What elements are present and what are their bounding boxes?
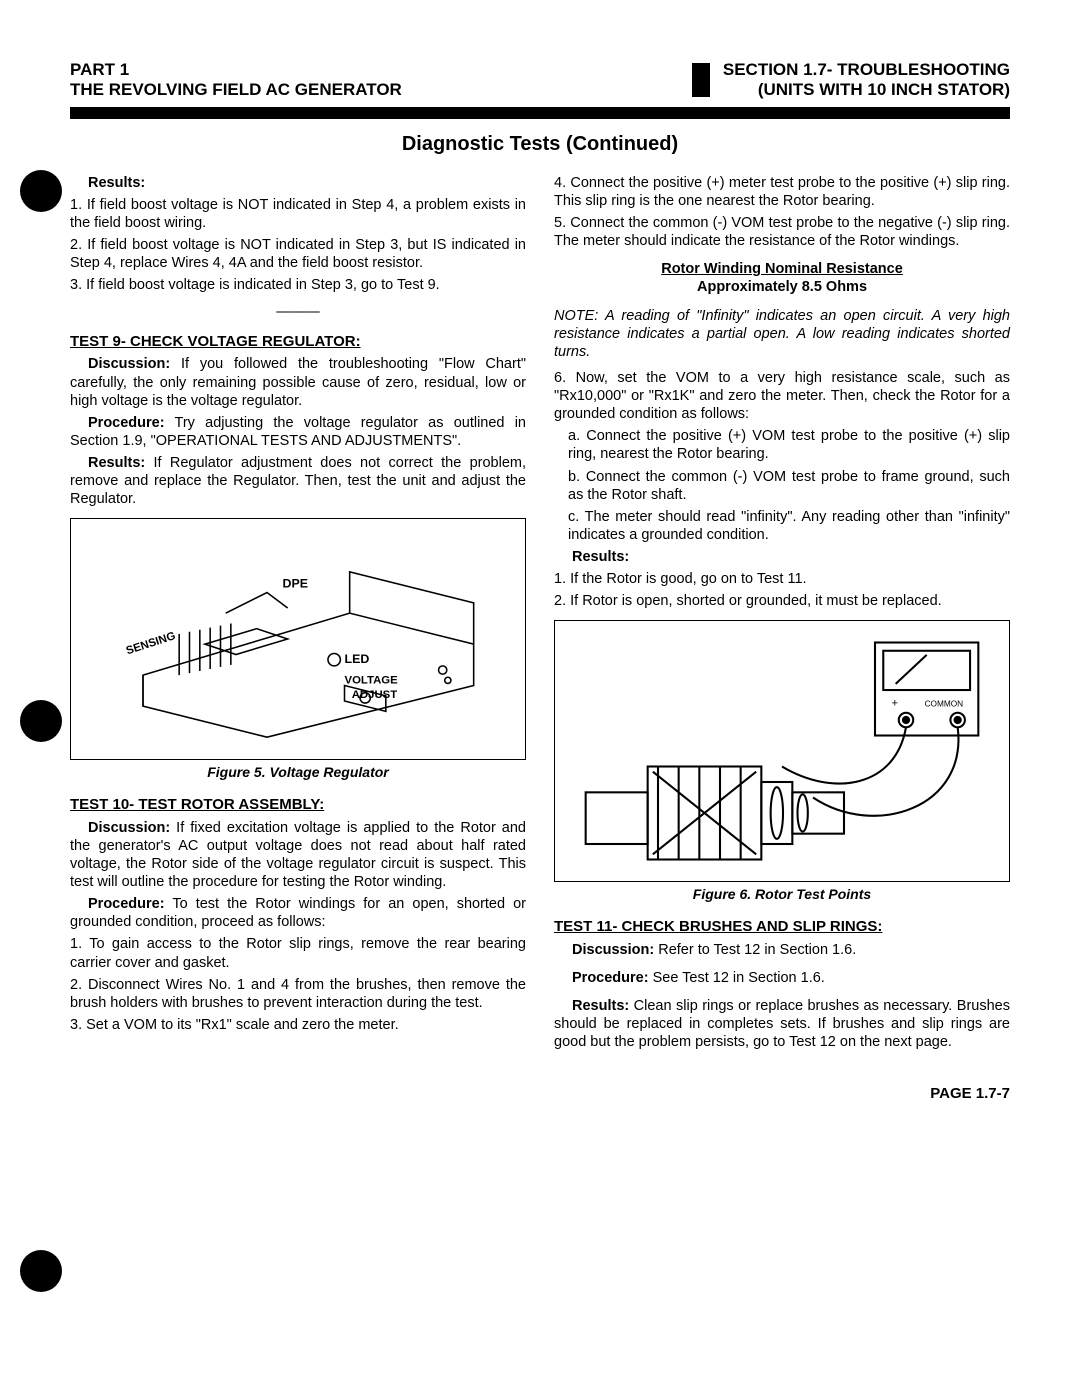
- test11-discussion: Discussion: Refer to Test 12 in Section …: [554, 941, 1010, 959]
- test10-step: 4. Connect the positive (+) meter test p…: [554, 174, 1010, 210]
- result-item: 1. If field boost voltage is NOT indicat…: [70, 196, 526, 232]
- test10-step: 5. Connect the common (-) VOM test probe…: [554, 214, 1010, 250]
- result-item: 2. If Rotor is open, shorted or grounded…: [554, 592, 1010, 610]
- test11-heading: TEST 11- CHECK BRUSHES AND SLIP RINGS:: [554, 918, 1010, 937]
- results-label: Results:: [572, 549, 629, 565]
- figure-6: + COMMON: [554, 620, 1010, 882]
- figure-5-caption: Figure 5. Voltage Regulator: [70, 764, 526, 782]
- section-subtitle: (UNITS WITH 10 INCH STATOR): [723, 80, 1010, 100]
- resistance-spec: Rotor Winding Nominal Resistance Approxi…: [554, 260, 1010, 296]
- results-label: Results:: [88, 175, 145, 191]
- test9-procedure: Procedure: Try adjusting the voltage reg…: [70, 414, 526, 450]
- test10-substep: a. Connect the positive (+) VOM test pro…: [568, 427, 1010, 463]
- fig6-plus-label: +: [892, 698, 899, 710]
- test11-results: Results: Clean slip rings or replace bru…: [554, 997, 1010, 1051]
- fig5-dpe-label: DPE: [283, 577, 308, 591]
- note-text: NOTE: A reading of "Infinity" indicates …: [554, 307, 1010, 361]
- figure-5: DPE SENSING LED VOLTAGE ADJUST: [70, 518, 526, 760]
- result-item: 2. If field boost voltage is NOT indicat…: [70, 236, 526, 272]
- punch-hole: [20, 1250, 62, 1292]
- test9-results: Results: If Regulator adjustment does no…: [70, 454, 526, 508]
- test10-step: 6. Now, set the VOM to a very high resis…: [554, 369, 1010, 423]
- fig6-common-label: COMMON: [925, 700, 964, 709]
- part-title: THE REVOLVING FIELD AC GENERATOR: [70, 80, 402, 100]
- fig5-led-label: LED: [345, 652, 370, 666]
- test10-step: 2. Disconnect Wires No. 1 and 4 from the…: [70, 976, 526, 1012]
- test10-step: 3. Set a VOM to its "Rx1" scale and zero…: [70, 1016, 526, 1034]
- fig5-adjust-label: ADJUST: [352, 689, 398, 701]
- test10-discussion: Discussion: If fixed excitation voltage …: [70, 819, 526, 892]
- page-title: Diagnostic Tests (Continued): [70, 133, 1010, 156]
- header-right: SECTION 1.7- TROUBLESHOOTING (UNITS WITH…: [692, 60, 1010, 101]
- result-item: 1. If the Rotor is good, go on to Test 1…: [554, 570, 1010, 588]
- right-column: 4. Connect the positive (+) meter test p…: [554, 170, 1010, 1056]
- page-number: PAGE 1.7-7: [70, 1085, 1010, 1102]
- divider-dash: ———: [70, 303, 526, 321]
- test10-substep: c. The meter should read "infinity". Any…: [568, 508, 1010, 544]
- header-rule: [70, 107, 1010, 119]
- test9-discussion: Discussion: If you followed the troubles…: [70, 355, 526, 409]
- fig5-voltage-label: VOLTAGE: [345, 675, 399, 687]
- resistance-value: Approximately 8.5 Ohms: [554, 278, 1010, 296]
- section-number: SECTION 1.7- TROUBLESHOOTING: [723, 60, 1010, 80]
- header-left: PART 1 THE REVOLVING FIELD AC GENERATOR: [70, 60, 402, 101]
- result-item: 3. If field boost voltage is indicated i…: [70, 276, 526, 294]
- punch-hole: [20, 700, 62, 742]
- punch-hole: [20, 170, 62, 212]
- test11-procedure: Procedure: See Test 12 in Section 1.6.: [554, 969, 1010, 987]
- figure-6-caption: Figure 6. Rotor Test Points: [554, 886, 1010, 904]
- test10-substep: b. Connect the common (-) VOM test probe…: [568, 468, 1010, 504]
- test9-heading: TEST 9- CHECK VOLTAGE REGULATOR:: [70, 333, 526, 352]
- fig5-sensing-label: SENSING: [125, 630, 177, 657]
- page-header: PART 1 THE REVOLVING FIELD AC GENERATOR …: [70, 60, 1010, 101]
- part-number: PART 1: [70, 60, 402, 80]
- content-columns: Results: 1. If field boost voltage is NO…: [70, 170, 1010, 1056]
- resistance-title: Rotor Winding Nominal Resistance: [554, 260, 1010, 278]
- test10-heading: TEST 10- TEST ROTOR ASSEMBLY:: [70, 796, 526, 815]
- test10-step: 1. To gain access to the Rotor slip ring…: [70, 935, 526, 971]
- test10-procedure: Procedure: To test the Rotor windings fo…: [70, 895, 526, 931]
- left-column: Results: 1. If field boost voltage is NO…: [70, 170, 526, 1056]
